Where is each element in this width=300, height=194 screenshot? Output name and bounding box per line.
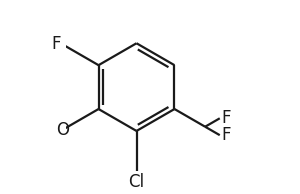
- Text: F: F: [51, 35, 60, 53]
- Text: O: O: [56, 121, 69, 139]
- Text: F: F: [221, 126, 231, 144]
- Text: F: F: [221, 109, 231, 127]
- Text: Cl: Cl: [128, 173, 145, 191]
